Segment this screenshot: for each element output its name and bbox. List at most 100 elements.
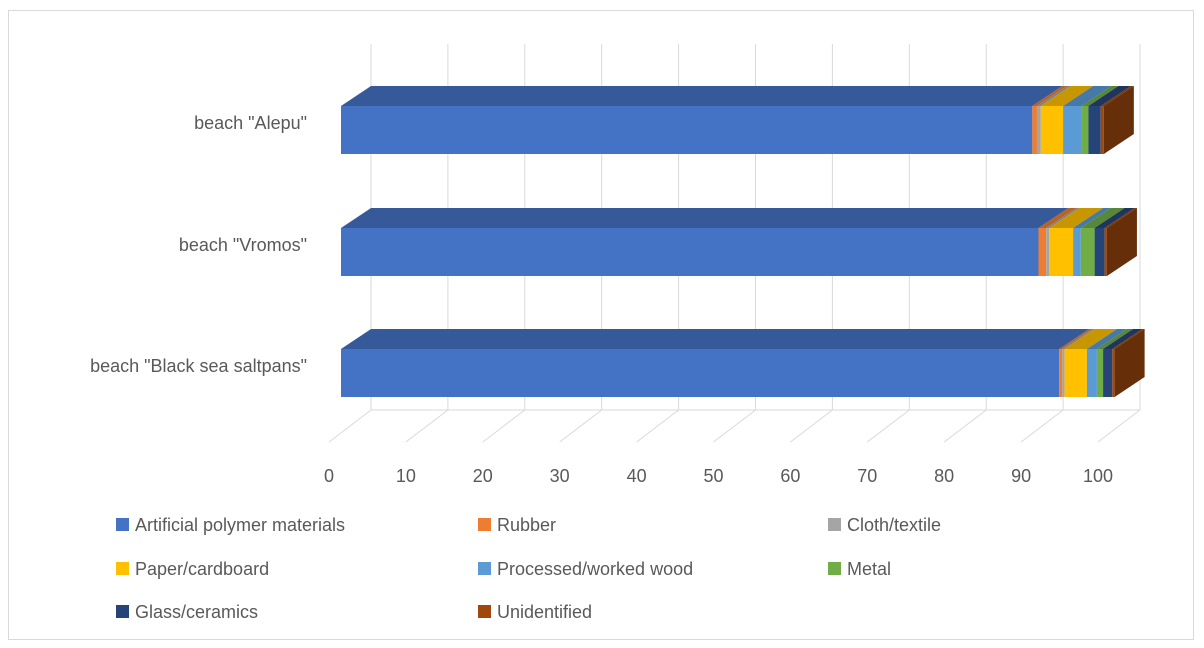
floor-line-2	[482, 409, 526, 443]
bar-top-rubber	[1032, 86, 1067, 106]
bar-artificial-polymer-materials	[341, 349, 1060, 397]
bar-top-cloth-textile	[1036, 86, 1071, 106]
bar-unidentified	[1112, 349, 1115, 397]
bars	[341, 86, 1145, 397]
legend-item-cloth-textile: Cloth/textile	[828, 515, 941, 535]
bar-top-artificial-polymer-materials	[341, 329, 1090, 349]
legend-swatch	[478, 562, 491, 575]
bar-cloth-textile	[1046, 228, 1050, 276]
bar-rubber	[1059, 349, 1063, 397]
bar-processed-worked-wood	[1086, 349, 1097, 397]
legend-swatch	[116, 518, 129, 531]
bar-top-processed-worked-wood	[1063, 86, 1112, 106]
bar-artificial-polymer-materials	[341, 106, 1033, 154]
floor-line-5	[713, 409, 756, 443]
bar-top-processed-worked-wood	[1073, 208, 1111, 228]
floor-line-8	[943, 409, 987, 443]
bar-metal	[1096, 349, 1104, 397]
floor-line-1	[405, 409, 449, 443]
legend-swatch	[478, 605, 491, 618]
x-tick-label: 20	[473, 466, 493, 486]
legend-item-unidentified: Unidentified	[478, 602, 592, 622]
floor-line-4	[636, 409, 679, 443]
legend-label: Paper/cardboard	[135, 559, 269, 579]
bar-top-metal	[1096, 329, 1134, 349]
bar-side-beach-vromos	[1106, 208, 1137, 276]
legend-label: Rubber	[497, 515, 556, 535]
bar-side-beach-alepu	[1103, 86, 1134, 154]
bar-side-beach-black-sea-saltpans	[1114, 329, 1145, 397]
legend-swatch	[116, 562, 129, 575]
x-tick-label: 80	[934, 466, 954, 486]
bar-top-unidentified	[1100, 86, 1134, 106]
bar-top-unidentified	[1112, 329, 1145, 349]
bar-top-paper-cardboard	[1040, 86, 1094, 106]
bar-group-beach-black-sea-saltpans	[341, 329, 1145, 397]
bar-group-beach-alepu	[341, 86, 1134, 154]
legend-swatch	[828, 562, 841, 575]
floor-line-6	[790, 409, 833, 443]
bar-glass-ceramics	[1103, 349, 1113, 397]
legend-label: Glass/ceramics	[135, 602, 258, 622]
bar-rubber	[1032, 106, 1037, 154]
bar-top-glass-ceramics	[1103, 329, 1143, 349]
legend-label: Artificial polymer materials	[135, 515, 345, 535]
bar-top-paper-cardboard	[1049, 208, 1104, 228]
category-label: beach "Black sea saltpans"	[90, 356, 307, 376]
legend-item-metal: Metal	[828, 559, 891, 579]
x-tick-label: 10	[396, 466, 416, 486]
bar-paper-cardboard	[1049, 228, 1074, 276]
bar-metal	[1080, 228, 1095, 276]
bar-top-cloth-textile	[1046, 208, 1080, 228]
legend-swatch	[116, 605, 129, 618]
legend-label: Metal	[847, 559, 891, 579]
bar-paper-cardboard	[1040, 106, 1064, 154]
bar-top-glass-ceramics	[1094, 208, 1135, 228]
x-tick-label: 40	[627, 466, 647, 486]
category-label: beach "Alepu"	[194, 113, 307, 133]
bar-top-artificial-polymer-materials	[341, 86, 1063, 106]
legend-item-rubber: Rubber	[478, 515, 556, 535]
x-tick-label: 0	[324, 466, 334, 486]
bar-top-cloth-textile	[1062, 329, 1095, 349]
bar-top-glass-ceramics	[1088, 86, 1131, 106]
legend-label: Processed/worked wood	[497, 559, 693, 579]
bar-artificial-polymer-materials	[341, 228, 1039, 276]
bar-unidentified	[1100, 106, 1104, 154]
legend-label: Unidentified	[497, 602, 592, 622]
bar-top-processed-worked-wood	[1086, 329, 1127, 349]
category-label: beach "Vromos"	[179, 235, 307, 255]
bar-metal	[1081, 106, 1089, 154]
legend: Artificial polymer materials Rubber Cloth/…	[116, 515, 941, 622]
x-tick-label: 60	[780, 466, 800, 486]
x-tick-label: 30	[550, 466, 570, 486]
floor-line-0	[328, 409, 372, 443]
bar-top-metal	[1080, 208, 1125, 228]
bar-top-unidentified	[1104, 208, 1137, 228]
bar-glass-ceramics	[1088, 106, 1101, 154]
legend-label: Cloth/textile	[847, 515, 941, 535]
bar-processed-worked-wood	[1063, 106, 1082, 154]
bar-unidentified	[1104, 228, 1107, 276]
legend-item-glass-ceramics: Glass/ceramics	[116, 602, 258, 622]
bar-paper-cardboard	[1064, 349, 1087, 397]
bar-processed-worked-wood	[1073, 228, 1081, 276]
x-tick-label: 100	[1083, 466, 1113, 486]
x-axis-tick-labels: 0 10 20 30 40 50 60 70 80 90 100	[324, 466, 1113, 486]
x-tick-label: 70	[857, 466, 877, 486]
bar-top-rubber	[1059, 329, 1093, 349]
legend-swatch	[828, 518, 841, 531]
floor-line-3	[559, 409, 603, 443]
x-tick-label: 50	[703, 466, 723, 486]
bar-cloth-textile	[1062, 349, 1065, 397]
floor-line-9	[1020, 409, 1064, 443]
category-labels: beach "Alepu" beach "Vromos" beach "Black …	[90, 113, 307, 376]
legend-item-artificial-polymer-materials: Artificial polymer materials	[116, 515, 345, 535]
bar-top-paper-cardboard	[1064, 329, 1117, 349]
bar-cloth-textile	[1036, 106, 1041, 154]
bar-glass-ceramics	[1094, 228, 1105, 276]
bar-top-rubber	[1038, 208, 1077, 228]
legend-swatch	[478, 518, 491, 531]
floor-line-10	[1097, 409, 1141, 443]
